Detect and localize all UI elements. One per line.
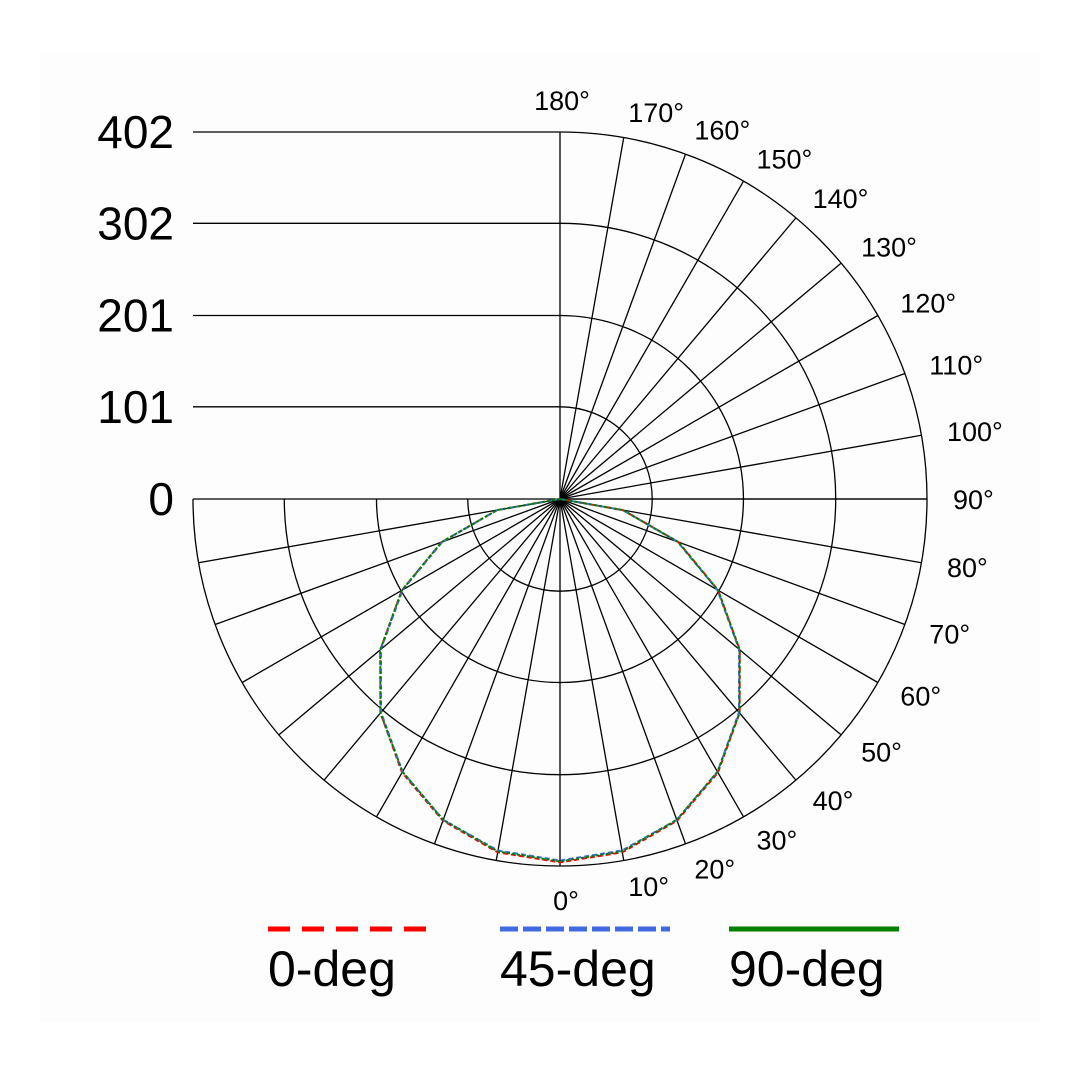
mirror-spoke-70 xyxy=(214,498,561,626)
radial-ring-101 xyxy=(467,406,653,592)
series-curve-90-deg xyxy=(379,498,741,863)
angle-tick-label-110: 110° xyxy=(929,351,983,381)
radial-tick-labels: 0 101 201 302 402 xyxy=(97,106,174,525)
legend-label-45-deg: 45-deg xyxy=(500,941,656,997)
spoke-100 xyxy=(559,434,922,500)
series-curve-0-deg xyxy=(379,498,741,864)
angle-tick-label-20: 20° xyxy=(694,854,735,884)
spoke-110 xyxy=(559,372,906,500)
angle-tick-label-60: 60° xyxy=(900,682,941,712)
legend-label-0-deg: 0-deg xyxy=(268,941,396,997)
mirror-spoke-40 xyxy=(323,498,561,781)
mirror-spoke-50 xyxy=(278,498,561,736)
radial-ring-402 xyxy=(192,131,928,867)
angle-tick-label-140: 140° xyxy=(813,184,869,214)
spoke-70 xyxy=(559,498,906,626)
spoke-150 xyxy=(559,180,745,500)
spoke-40 xyxy=(559,498,797,781)
angle-tick-label-40: 40° xyxy=(813,786,854,816)
spoke-140 xyxy=(559,217,797,500)
spoke-10 xyxy=(559,498,625,861)
angle-tick-labels: 0° 10° 20° 30° 40°50° 60° 70° 80° 90° 100° 110° 120… xyxy=(534,86,1003,916)
radial-tick-label: 201 xyxy=(97,290,174,342)
angle-tick-label-10: 10° xyxy=(628,872,669,902)
radial-tick-label: 402 xyxy=(97,106,174,158)
angle-tick-label-50: 50° xyxy=(861,738,902,768)
spoke-160 xyxy=(559,153,687,500)
radial-tick-label: 101 xyxy=(97,381,174,433)
angle-tick-label-100: 100° xyxy=(947,417,1003,447)
spoke-130 xyxy=(559,262,842,500)
series-curves xyxy=(379,498,741,864)
angle-tick-label-170: 170° xyxy=(628,98,684,128)
radial-tick-label: 302 xyxy=(97,197,174,249)
spoke-50 xyxy=(559,498,842,736)
radial-tick-label: 0 xyxy=(148,473,174,525)
grid xyxy=(192,131,928,867)
angle-tick-label-130: 130° xyxy=(861,232,917,262)
spoke-30 xyxy=(559,498,745,818)
angle-tick-label-150: 150° xyxy=(757,145,813,175)
radial-ring-302 xyxy=(283,222,837,776)
angle-tick-label-0: 0° xyxy=(553,886,579,916)
spoke-120 xyxy=(559,314,879,500)
plot-panel: 0 101 201 302 402 0° 10° 20° 30° 40° 50° 60° 70° 80°… xyxy=(40,52,1040,1022)
angle-tick-label-80: 80° xyxy=(947,553,988,583)
angle-tick-label-90: 90° xyxy=(953,485,994,515)
legend: 0-deg 45-deg 90-deg xyxy=(268,926,899,997)
radial-ring-201 xyxy=(375,314,745,684)
angle-tick-label-180: 180° xyxy=(534,86,590,116)
legend-label-90-deg: 90-deg xyxy=(729,941,885,997)
mirror-spoke-10 xyxy=(495,498,561,861)
mirror-spoke-30 xyxy=(375,498,561,818)
mirror-spoke-20 xyxy=(433,498,561,845)
polar-chart: 0 101 201 302 402 0° 10° 20° 30° 40°50° 60° 70° 80°… xyxy=(97,86,1003,997)
angle-tick-label-120: 120° xyxy=(900,289,956,319)
spoke-20 xyxy=(559,498,687,845)
angle-tick-label-160: 160° xyxy=(694,116,750,146)
angle-tick-label-30: 30° xyxy=(757,825,798,855)
spoke-170 xyxy=(559,137,625,500)
angle-tick-label-70: 70° xyxy=(929,619,970,649)
